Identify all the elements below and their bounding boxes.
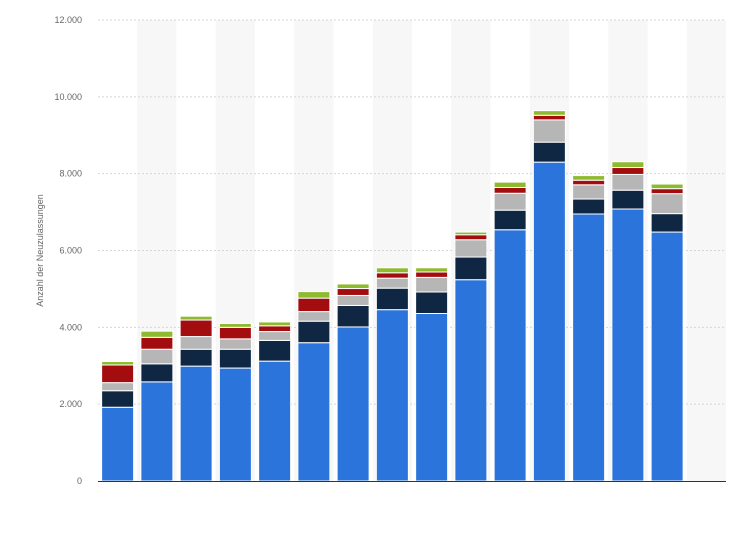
- bar-segment: [532, 161, 566, 482]
- bar-segment: [532, 110, 566, 116]
- bar-segment: [179, 336, 213, 350]
- bar-segment: [297, 297, 331, 313]
- bar-segment: [532, 114, 566, 121]
- bar-segment: [258, 339, 292, 362]
- bar-segment: [179, 315, 213, 321]
- bar-segment: [258, 360, 292, 482]
- bar-segment: [101, 361, 135, 366]
- y-tick-label: 8.000: [59, 169, 82, 179]
- bar-segment: [415, 267, 449, 273]
- bar-segment: [493, 192, 527, 211]
- y-tick-label: 2.000: [59, 399, 82, 409]
- bar-segment: [336, 288, 370, 296]
- bar-segment: [572, 184, 606, 200]
- bar-segment: [140, 348, 174, 365]
- bar-segment: [650, 213, 684, 233]
- bar-segment: [258, 321, 292, 327]
- bar-segment: [140, 363, 174, 383]
- bar-segment: [650, 183, 684, 190]
- bar-segment: [101, 406, 135, 482]
- bar-segment: [101, 390, 135, 408]
- bar-segment: [611, 189, 645, 210]
- bar-segment: [454, 239, 488, 258]
- y-axis-title: Anzahl der Neuzulassungen: [35, 194, 45, 307]
- bar-segment: [572, 213, 606, 482]
- y-tick-label: 4.000: [59, 322, 82, 332]
- bar-segment: [611, 161, 645, 169]
- bar-segment: [493, 181, 527, 188]
- bar-segment: [218, 348, 252, 369]
- y-tick-label: 0: [77, 476, 82, 486]
- bar-segment: [650, 193, 684, 215]
- bar-segment: [650, 231, 684, 482]
- bar-segment: [297, 311, 331, 322]
- bar-segment: [611, 167, 645, 175]
- bar-segment: [375, 272, 409, 279]
- y-tick-label: 6.000: [59, 246, 82, 256]
- bar-segment: [454, 234, 488, 241]
- bar-segment: [336, 294, 370, 306]
- bar-segment: [179, 319, 213, 338]
- bar-segment: [454, 231, 488, 236]
- bar-segment: [375, 287, 409, 311]
- bar-segment: [375, 277, 409, 289]
- bar-segment: [297, 320, 331, 344]
- bar-segment: [375, 309, 409, 482]
- bar-segment: [218, 338, 252, 350]
- bar-segment: [297, 291, 331, 299]
- bar-segment: [532, 141, 566, 163]
- bar-segment: [611, 208, 645, 482]
- bar-segment: [179, 348, 213, 367]
- bar-segment: [140, 330, 174, 338]
- bar-segment: [493, 229, 527, 482]
- bar-segment: [454, 279, 488, 482]
- bar-segment: [179, 365, 213, 482]
- bar-segment: [258, 325, 292, 333]
- bar-segment: [415, 276, 449, 293]
- y-tick-label: 12.000: [54, 15, 82, 25]
- y-tick-labels: 0 2.000 4.000 6.000 8.000 10.000 12.000: [54, 15, 82, 486]
- bar-segment: [258, 331, 292, 341]
- bar-segment: [532, 119, 566, 143]
- bar-segment: [336, 304, 370, 328]
- bar-segment: [493, 186, 527, 194]
- bar-segment: [650, 188, 684, 195]
- bar-segment: [218, 322, 252, 328]
- bar-segment: [140, 336, 174, 350]
- bar-segment: [218, 326, 252, 340]
- bar-segment: [454, 256, 488, 281]
- bar-segment: [336, 283, 370, 290]
- bar-segments: [101, 110, 684, 482]
- bar-segment: [140, 381, 174, 482]
- bar-segment: [572, 198, 606, 215]
- bar-segment: [218, 367, 252, 482]
- bar-segment: [101, 364, 135, 384]
- bar-segment: [415, 291, 449, 315]
- bar-segment: [375, 267, 409, 274]
- bar-segment: [415, 313, 449, 482]
- y-tick-label: 10.000: [54, 92, 82, 102]
- bar-segment: [415, 271, 449, 278]
- bar-segment: [572, 175, 606, 181]
- bar-segment: [572, 179, 606, 186]
- bar-segment: [611, 173, 645, 191]
- bar-segment: [297, 342, 331, 482]
- bar-segment: [493, 209, 527, 231]
- bar-segment: [101, 382, 135, 392]
- bar-segment: [336, 326, 370, 482]
